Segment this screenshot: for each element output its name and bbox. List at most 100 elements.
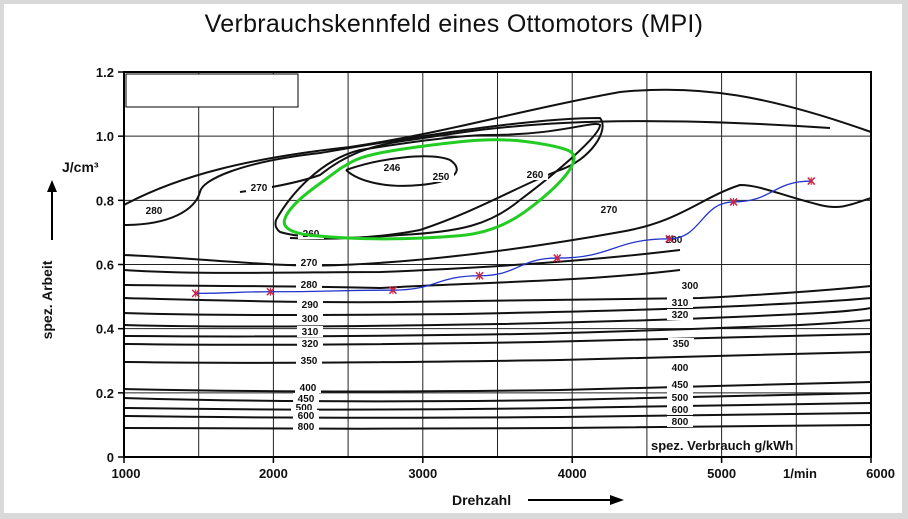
contour-label: 400 [672, 363, 689, 374]
contour-label-bg [522, 169, 548, 180]
contour-label: 800 [298, 422, 315, 433]
contour-label-bg [667, 297, 693, 308]
contour-label-bg [296, 355, 322, 366]
contour-label: 300 [302, 314, 319, 325]
contour-label-bg [296, 257, 322, 268]
y-tick-label: 0.2 [96, 386, 114, 401]
contour-line [239, 120, 831, 193]
x-tick-label: 4000 [558, 466, 587, 481]
x-unit-label: 1/min [783, 466, 817, 481]
contour-label-bg [667, 416, 693, 427]
y-tick-label: 0.8 [96, 193, 114, 208]
series-layer [191, 138, 816, 298]
contour-line [123, 297, 872, 316]
y-axis-label: spez. Arbeit [39, 260, 55, 339]
tick-layer: 1000 2000 3000 4000 5000 6000 0 0.2 0.4 0.6 0.8 1.0… [96, 65, 895, 481]
contour-label: 270 [301, 258, 318, 269]
y-axis-arrowhead [47, 180, 57, 192]
contour-label-bg [667, 309, 693, 320]
contour-label: 270 [601, 205, 618, 216]
contour-line [345, 155, 458, 187]
x-tick-label: 5000 [707, 466, 736, 481]
contour-line [123, 116, 604, 240]
contour-label: 320 [302, 339, 319, 350]
grid-layer [124, 72, 871, 457]
contour-line [123, 412, 872, 419]
contour-label: 350 [673, 339, 690, 350]
contour-line [123, 392, 872, 403]
contour-line [123, 88, 872, 206]
contour-label: 500 [672, 393, 689, 404]
contour-label: 310 [672, 298, 689, 309]
contour-label-bg [297, 338, 323, 349]
contour-label-bg [667, 379, 693, 390]
contour-line [123, 402, 872, 411]
plot-area-border [123, 71, 872, 458]
chart-title: Verbrauchskennfeld eines Ottomotors (MPI… [204, 10, 704, 38]
optimum-loop-line [282, 138, 576, 241]
contour-label-bg [141, 205, 167, 216]
contour-label-bg [296, 279, 322, 290]
contour-label: 600 [298, 411, 315, 422]
contour-label: 280 [301, 280, 318, 291]
contour-label: 290 [302, 300, 319, 311]
y-tick-label: 1.2 [96, 65, 114, 80]
contour-label: 260 [527, 170, 544, 181]
contour-label-bg [596, 204, 622, 215]
y-tick-label: 0.4 [96, 322, 115, 337]
contour-label: 450 [298, 394, 315, 405]
contour-label: 350 [301, 356, 318, 367]
x-axis-arrowhead [610, 495, 624, 505]
x-axis-label: Drehzahl [452, 492, 511, 508]
x-tick-label: 2000 [259, 466, 288, 481]
y-tick-label: 0 [107, 450, 114, 465]
contour-label-bg [677, 280, 703, 291]
contour-line [123, 285, 872, 304]
contour-label: 260 [666, 235, 683, 246]
contour-label: 450 [672, 380, 689, 391]
legend-text: spez. Verbrauch g/kWh [651, 438, 793, 453]
contour-label: 280 [146, 206, 163, 217]
contour-line [123, 424, 872, 430]
contour-line [123, 307, 872, 328]
contour-label: 300 [682, 281, 699, 292]
contour-label-bg [293, 421, 319, 432]
series-line [195, 180, 812, 295]
contour-label-bg [428, 171, 454, 182]
contour-label-bg [379, 162, 405, 173]
contour-label: 310 [302, 327, 319, 338]
y-tick-label: 1.0 [96, 129, 114, 144]
contour-label: 500 [296, 403, 313, 414]
y-tick-label: 0.6 [96, 258, 114, 273]
contour-label-bg [291, 402, 317, 413]
contour-label-bg [293, 410, 319, 421]
contour-line [123, 351, 872, 364]
contour-label: 600 [672, 405, 689, 416]
contour-line [123, 381, 872, 393]
contour-label-bg [667, 404, 693, 415]
contour-label: 270 [251, 183, 268, 194]
x-tick-label: 6000 [866, 466, 895, 481]
contour-label: 800 [672, 417, 689, 428]
contour-label-bg [246, 182, 272, 193]
contour-label-bg [293, 393, 319, 404]
x-tick-label: 3000 [408, 466, 437, 481]
contour-line [123, 333, 872, 346]
contour-label-bg [667, 392, 693, 403]
contour-line [123, 269, 681, 290]
contour-label: 246 [384, 163, 401, 174]
contour-line [123, 249, 681, 274]
contour-label: 250 [433, 172, 450, 183]
contour-label-bg [667, 362, 693, 373]
contour-label-bg [297, 313, 323, 324]
contour-label-bg [295, 382, 321, 393]
contour-line [123, 319, 872, 338]
x-tick-label: 1000 [112, 466, 141, 481]
contour-line [123, 183, 872, 267]
legend-box [125, 73, 299, 108]
contour-label-bg [297, 326, 323, 337]
contour-label: 320 [672, 310, 689, 321]
contour-label-bg [297, 299, 323, 310]
